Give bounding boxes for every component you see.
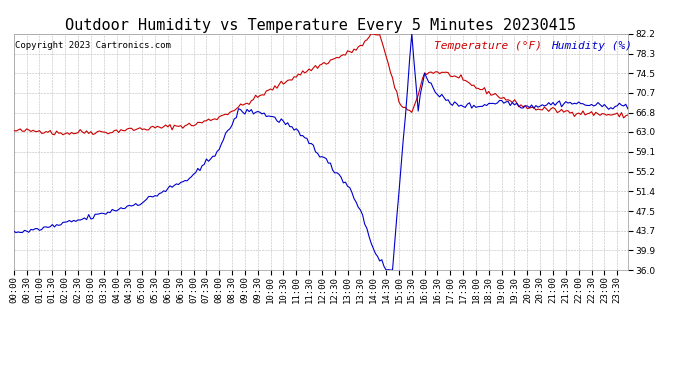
- Text: Humidity (%): Humidity (%): [551, 41, 632, 51]
- Title: Outdoor Humidity vs Temperature Every 5 Minutes 20230415: Outdoor Humidity vs Temperature Every 5 …: [66, 18, 576, 33]
- Text: Temperature (°F): Temperature (°F): [435, 41, 542, 51]
- Text: Copyright 2023 Cartronics.com: Copyright 2023 Cartronics.com: [15, 41, 171, 50]
